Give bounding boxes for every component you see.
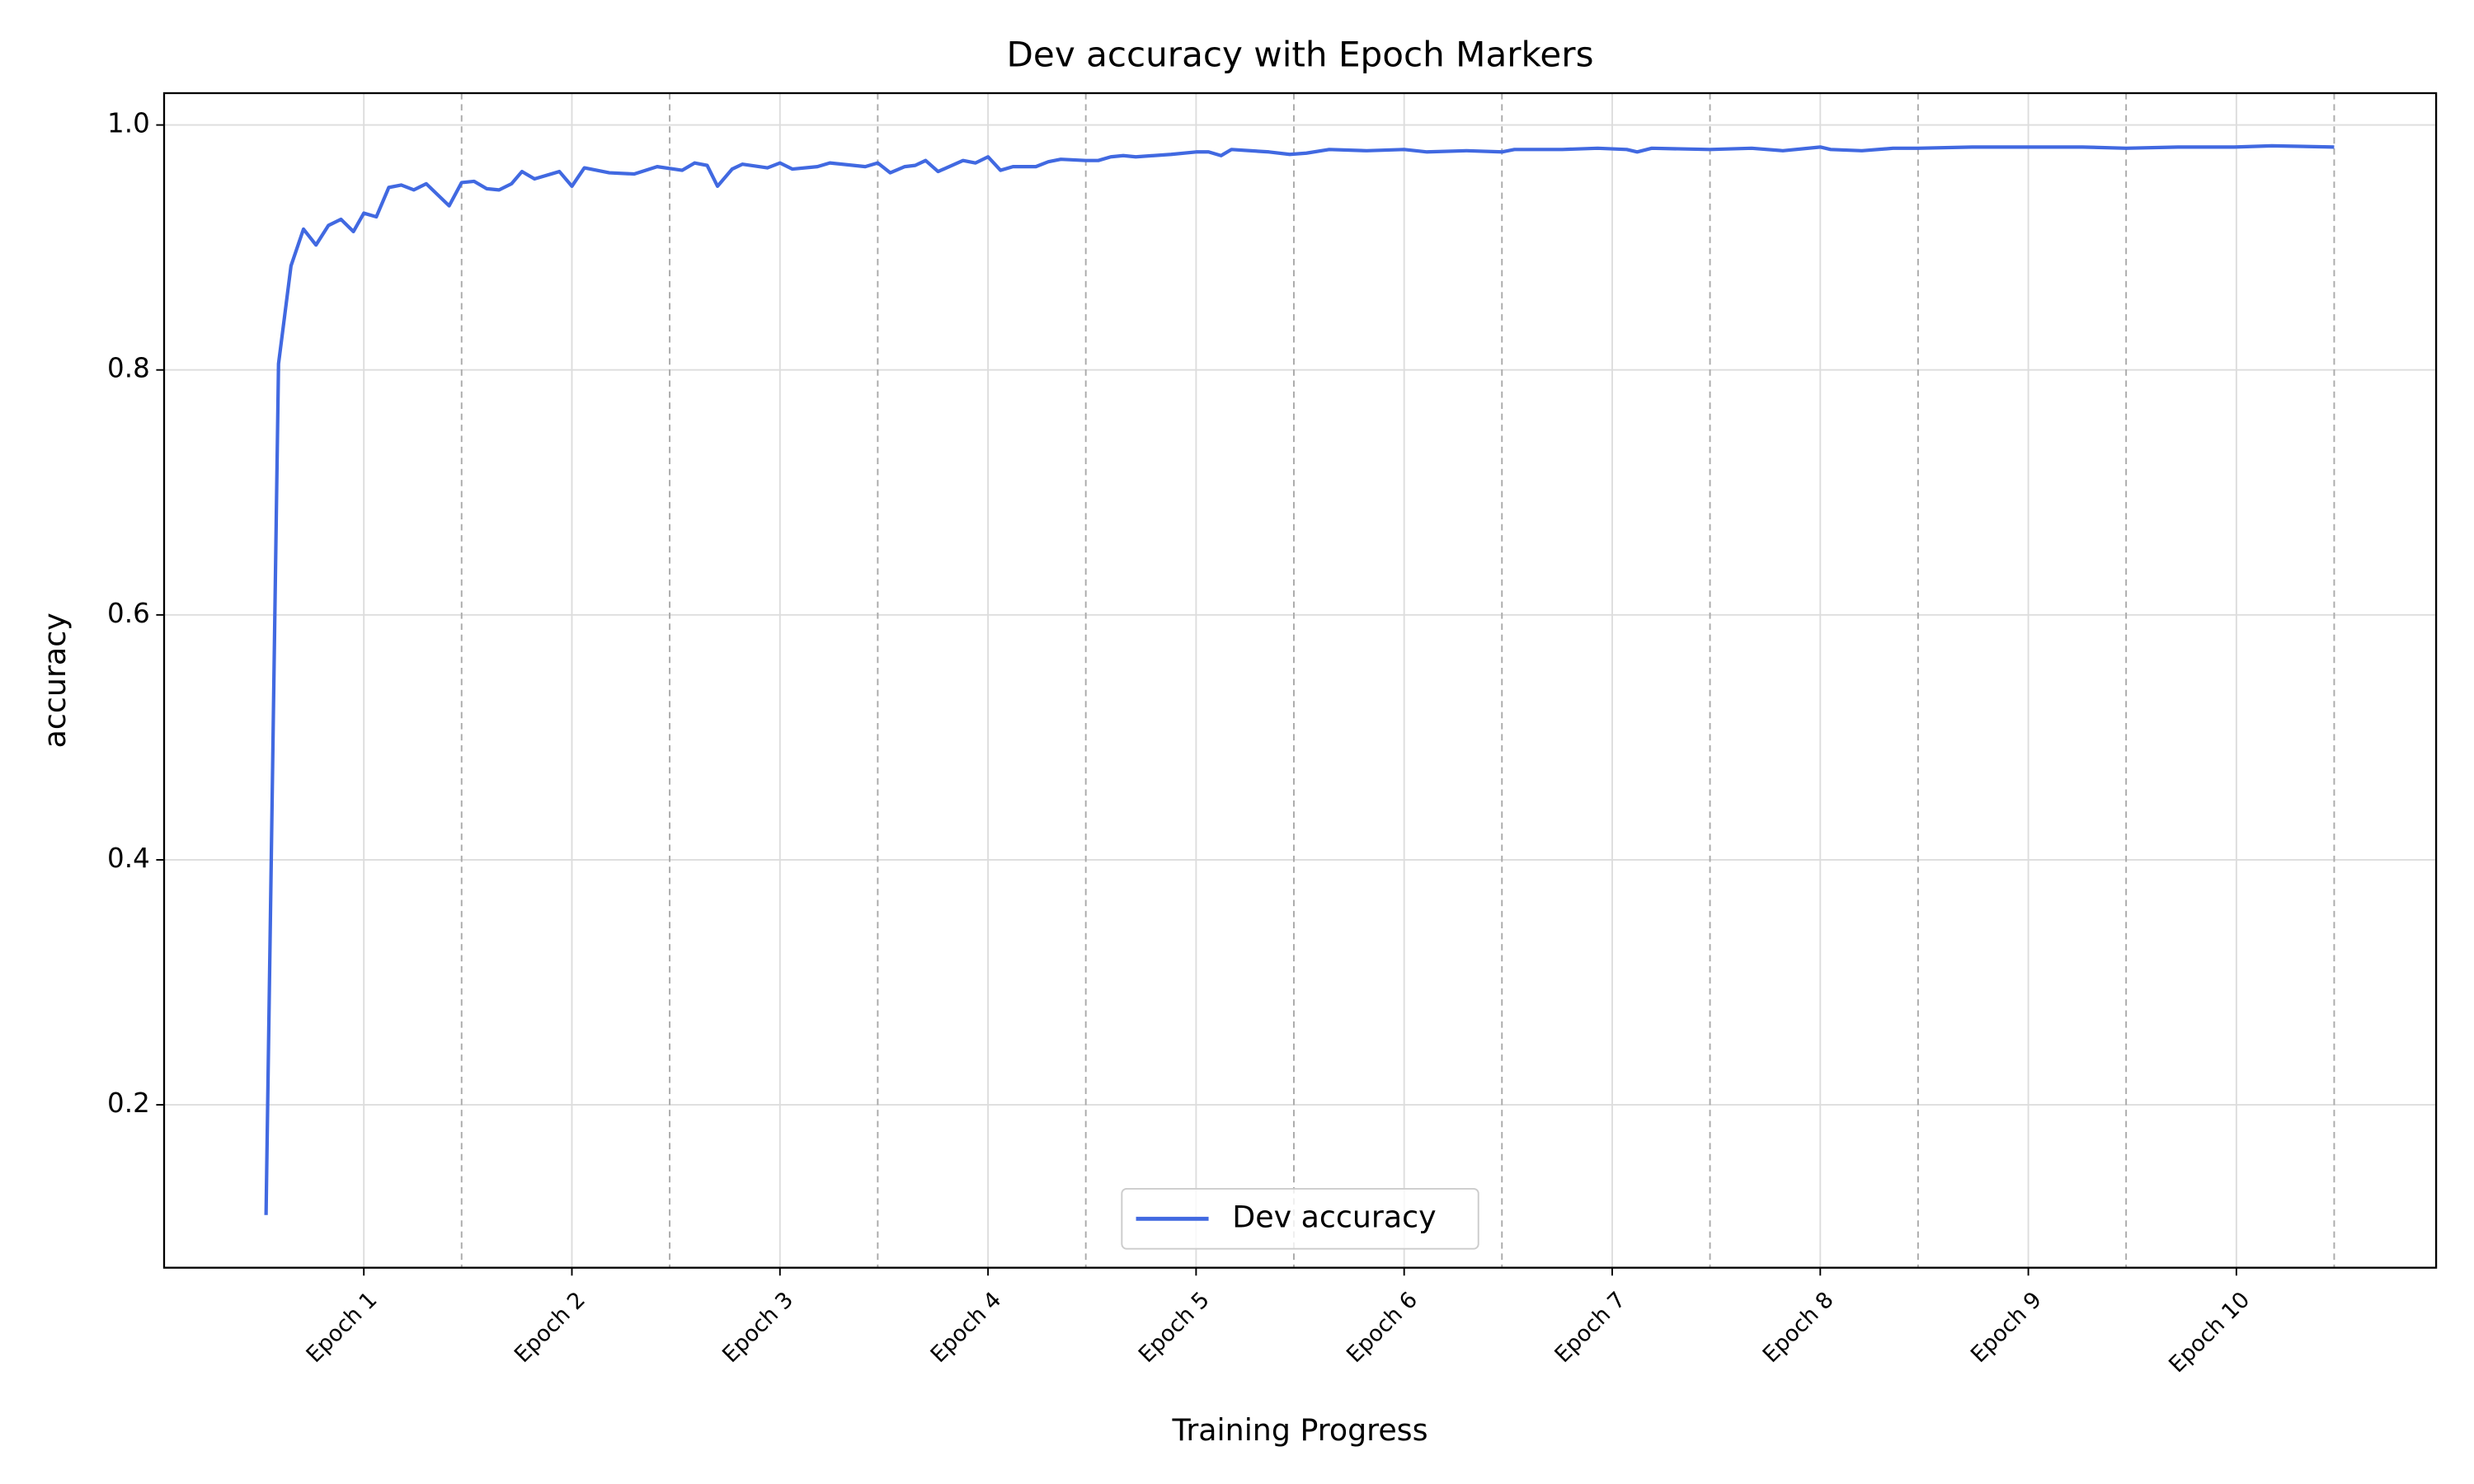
x-tick-label: Epoch 9: [1966, 1287, 2047, 1368]
x-axis-label: Training Progress: [1171, 1412, 1427, 1448]
y-tick-label: 0.2: [107, 1087, 150, 1119]
y-axis-label: accuracy: [37, 613, 73, 748]
chart-title: Dev accuracy with Epoch Markers: [1007, 34, 1594, 74]
x-tick-label: Epoch 8: [1758, 1287, 1839, 1368]
x-tick-label: Epoch 7: [1550, 1287, 1630, 1368]
x-tick-label: Epoch 4: [925, 1287, 1006, 1368]
y-tick-label: 0.8: [107, 353, 150, 384]
y-tick-label: 1.0: [107, 108, 150, 139]
y-tick-label: 0.4: [107, 843, 150, 874]
data-line: [264, 143, 2335, 1215]
y-tick-label: 0.6: [107, 598, 150, 629]
legend-label: Dev accuracy: [1232, 1199, 1436, 1234]
legend-box: [1121, 1187, 1479, 1250]
x-tick-label: Epoch 10: [2164, 1287, 2255, 1378]
x-tick-label: Epoch 6: [1342, 1287, 1423, 1368]
x-tick-label: Epoch 1: [302, 1287, 383, 1368]
plot-frame: [162, 92, 2438, 1269]
x-tick-label: Epoch 3: [717, 1287, 798, 1368]
x-tick-label: Epoch 2: [510, 1287, 590, 1368]
x-tick-label: Epoch 5: [1134, 1287, 1215, 1368]
